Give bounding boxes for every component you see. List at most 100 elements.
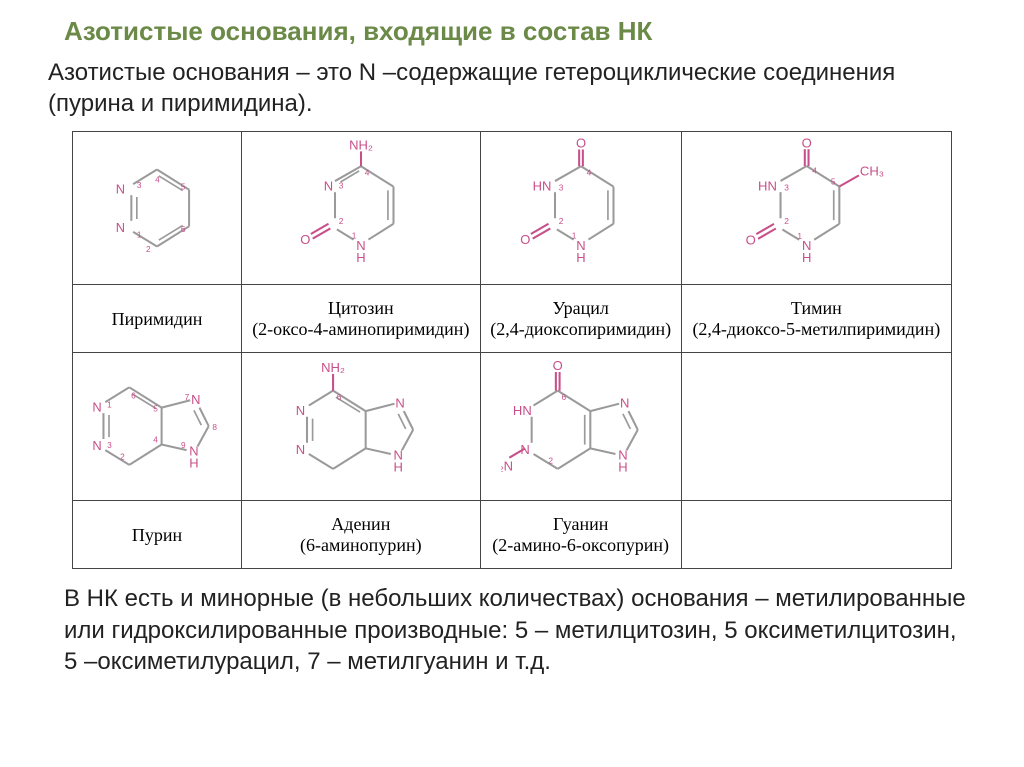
- svg-text:2: 2: [785, 216, 790, 226]
- svg-text:HN: HN: [532, 179, 551, 194]
- svg-text:N: N: [92, 438, 101, 453]
- svg-text:5: 5: [181, 183, 186, 192]
- label-thymine: Тимин (2,4-диоксо-5-метилпиримидин): [681, 285, 951, 353]
- svg-text:N: N: [116, 182, 125, 197]
- svg-text:3: 3: [785, 183, 790, 193]
- svg-text:6: 6: [337, 392, 342, 402]
- svg-text:N: N: [296, 403, 305, 418]
- svg-text:4: 4: [586, 168, 591, 178]
- name: Урацил: [552, 298, 608, 318]
- name: Аденин: [331, 514, 390, 534]
- footnote-text: В НК есть и минорные (в небольших количе…: [64, 583, 976, 677]
- svg-text:2: 2: [558, 216, 563, 226]
- svg-text:H: H: [618, 460, 627, 475]
- svg-text:4: 4: [153, 435, 158, 445]
- label-cytosine: Цитозин (2-оксо-4-аминопиримидин): [241, 285, 480, 353]
- cell-adenine-struct: N N N N H NH₂ 6: [241, 353, 480, 501]
- cell-uracil-struct: N H HN O O 1 2 3 4: [480, 132, 681, 285]
- svg-text:N: N: [92, 399, 101, 414]
- label-purine: Пурин: [73, 501, 242, 569]
- svg-text:4: 4: [365, 168, 370, 178]
- slide-title: Азотистые основания, входящие в состав Н…: [64, 16, 984, 47]
- svg-text:1: 1: [798, 231, 803, 241]
- guanine-icon: HN N N N H O H₂N 6 2: [501, 359, 661, 494]
- svg-text:O: O: [746, 233, 756, 248]
- svg-text:O: O: [300, 233, 310, 248]
- svg-text:H: H: [393, 460, 402, 475]
- label-pyrimidine: Пиримидин: [73, 285, 242, 353]
- name: Пурин: [132, 525, 182, 545]
- svg-text:N: N: [324, 179, 333, 194]
- slide-container: Азотистые основания, входящие в состав Н…: [0, 0, 1024, 767]
- svg-text:N: N: [191, 392, 200, 407]
- sub: (2,4-диоксопиримидин): [490, 319, 671, 339]
- label-empty: [681, 501, 951, 569]
- svg-text:2: 2: [339, 216, 344, 226]
- svg-text:N: N: [620, 396, 629, 411]
- svg-text:1: 1: [137, 231, 142, 240]
- svg-text:2: 2: [548, 456, 553, 466]
- label-guanine: Гуанин (2-амино-6-оксопурин): [480, 501, 681, 569]
- cell-thymine-struct: N H HN O O CH₃ 1 2 3 4: [681, 132, 951, 285]
- svg-text:HN: HN: [513, 403, 532, 418]
- svg-text:1: 1: [107, 399, 112, 409]
- svg-text:O: O: [552, 359, 562, 373]
- cell-empty-struct: [681, 353, 951, 501]
- purine-structures-row: N N N N H 1 2 3 4 5 6 7 8 9: [73, 353, 952, 501]
- bases-table: N N 1 2 3 4 5 6: [72, 131, 952, 569]
- name: Тимин: [791, 298, 842, 318]
- cell-pyrimidine-struct: N N 1 2 3 4 5 6: [73, 132, 242, 285]
- svg-text:O: O: [802, 138, 812, 150]
- name: Цитозин: [328, 298, 394, 318]
- svg-text:6: 6: [561, 392, 566, 402]
- svg-text:H: H: [802, 251, 811, 266]
- cell-cytosine-struct: N H N O NH₂ 1 2 3 4: [241, 132, 480, 285]
- svg-text:H: H: [576, 250, 585, 265]
- svg-text:8: 8: [212, 422, 217, 432]
- svg-text:4: 4: [813, 166, 818, 176]
- svg-text:N: N: [296, 442, 305, 457]
- svg-text:3: 3: [137, 181, 142, 190]
- svg-text:O: O: [576, 138, 586, 151]
- sub: (2-оксо-4-аминопиримидин): [252, 319, 469, 339]
- sub: (6-аминопурин): [300, 535, 422, 555]
- svg-text:5: 5: [831, 177, 836, 187]
- svg-text:N: N: [395, 396, 404, 411]
- svg-text:H: H: [189, 455, 198, 470]
- cell-purine-struct: N N N N H 1 2 3 4 5 6 7 8 9: [73, 353, 242, 501]
- cell-guanine-struct: HN N N N H O H₂N 6 2: [480, 353, 681, 501]
- svg-text:1: 1: [352, 231, 357, 241]
- svg-text:4: 4: [155, 176, 160, 185]
- svg-text:5: 5: [153, 403, 158, 413]
- svg-text:2: 2: [146, 245, 151, 254]
- svg-text:3: 3: [339, 181, 344, 191]
- svg-text:NH₂: NH₂: [349, 138, 373, 153]
- sub: (2,4-диоксо-5-метилпиримидин): [692, 319, 940, 339]
- svg-text:2: 2: [120, 451, 125, 461]
- svg-text:H: H: [356, 250, 365, 265]
- svg-text:3: 3: [558, 183, 563, 193]
- label-uracil: Урацил (2,4-диоксопиримидин): [480, 285, 681, 353]
- svg-text:7: 7: [185, 392, 190, 402]
- thymine-icon: N H HN O O CH₃ 1 2 3 4: [741, 138, 891, 278]
- definition-text: Азотистые основания – это N –содержащие …: [48, 57, 984, 119]
- label-adenine: Аденин (6-аминопурин): [241, 501, 480, 569]
- svg-text:6: 6: [131, 390, 136, 400]
- svg-text:CH₃: CH₃: [860, 164, 884, 179]
- pyrimidine-icon: N N 1 2 3 4 5 6: [102, 153, 212, 263]
- pyrimidine-structures-row: N N 1 2 3 4 5 6: [73, 132, 952, 285]
- pyrimidine-labels-row: Пиримидин Цитозин (2-оксо-4-аминопиримид…: [73, 285, 952, 353]
- svg-text:O: O: [520, 233, 530, 248]
- sub: (2-амино-6-оксопурин): [492, 535, 669, 555]
- name: Гуанин: [553, 514, 608, 534]
- name: Пиримидин: [112, 309, 203, 329]
- svg-text:6: 6: [181, 225, 186, 234]
- svg-text:3: 3: [107, 440, 112, 450]
- svg-text:HN: HN: [758, 179, 777, 194]
- adenine-icon: N N N N H NH₂ 6: [286, 359, 436, 494]
- svg-text:H₂N: H₂N: [501, 459, 513, 474]
- svg-text:1: 1: [571, 231, 576, 241]
- cytosine-icon: N H N O NH₂ 1 2 3 4: [296, 138, 426, 278]
- svg-text:N: N: [116, 220, 125, 235]
- purine-labels-row: Пурин Аденин (6-аминопурин) Гуанин (2-ам…: [73, 501, 952, 569]
